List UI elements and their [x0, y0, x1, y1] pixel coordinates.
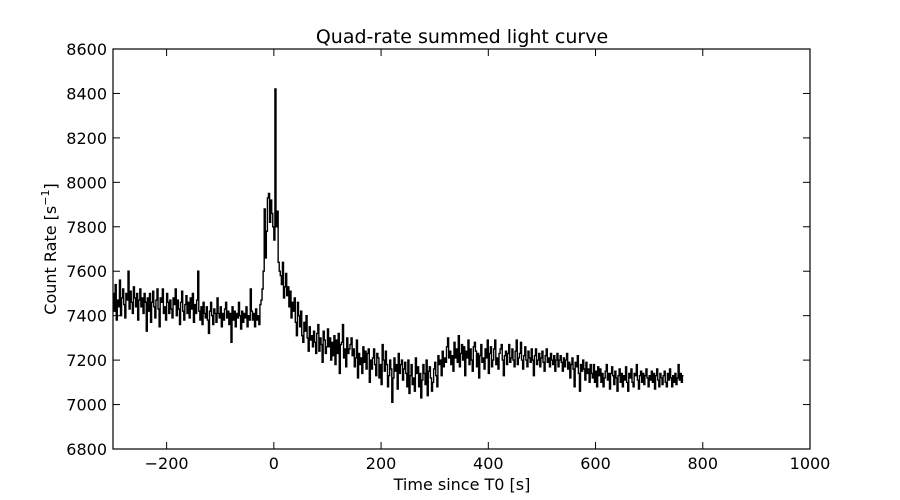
- x-axis: −200 0 200 400 600 800 1000: [145, 49, 831, 473]
- y-tick-label: 8600: [66, 40, 107, 59]
- chart-title: Quad-rate summed light curve: [316, 26, 608, 48]
- x-tick-label: 400: [473, 454, 504, 473]
- y-tick-label: 7600: [66, 262, 107, 281]
- x-tick-label: −200: [145, 454, 189, 473]
- x-tick-label: 600: [580, 454, 611, 473]
- y-tick-label: 7800: [66, 218, 107, 237]
- y-axis-label-base: Count Rate [s: [41, 206, 60, 315]
- plot-area: [112, 48, 811, 450]
- x-axis-label: Time since T0 [s]: [393, 475, 531, 494]
- y-axis-label-end: ]: [41, 183, 60, 189]
- x-tick-label: 0: [269, 454, 279, 473]
- y-axis: 6800 7000 7200 7400 7600 7800 8000 8200 8400 8600: [66, 40, 810, 459]
- y-axis-label-exponent: −1: [39, 190, 52, 206]
- y-axis-label: Count Rate [s−1]: [39, 183, 60, 314]
- y-tick-label: 7200: [66, 351, 107, 370]
- x-tick-label: 1000: [790, 454, 831, 473]
- y-tick-label: 8400: [66, 84, 107, 103]
- plot-background: [113, 49, 810, 449]
- light-curve-line: [113, 88, 684, 404]
- y-tick-label: 7000: [66, 396, 107, 415]
- plot-frame: [112, 48, 811, 450]
- x-tick-label: 800: [687, 454, 718, 473]
- y-tick-label: 8200: [66, 129, 107, 148]
- y-tick-label: 6800: [66, 440, 107, 459]
- y-tick-label: 7400: [66, 307, 107, 326]
- x-tick-label: 200: [366, 454, 397, 473]
- y-tick-label: 8000: [66, 173, 107, 192]
